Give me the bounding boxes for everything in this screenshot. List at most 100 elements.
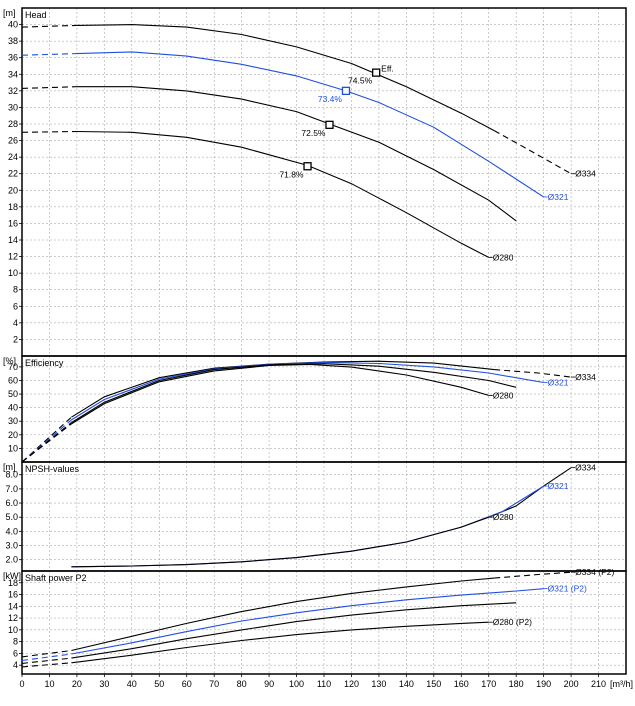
y-tick-label: 10: [8, 268, 18, 278]
series-line-dashed: [21, 653, 72, 662]
y-tick-label: 16: [8, 590, 18, 600]
panel-title: Head: [25, 10, 47, 20]
y-tick-label: 30: [8, 416, 18, 426]
y-axis-unit: [m]: [3, 462, 16, 472]
panel-1: 10 20 30 40 50 60 70[%] Efficiency Ø334 Ø321 Ø280: [3, 355, 627, 463]
x-tick-label: 210: [591, 679, 606, 689]
efficiency-label: Eff.: [381, 64, 394, 74]
efficiency-marker: [372, 68, 381, 77]
efficiency-marker: [303, 162, 312, 171]
y-tick-label: 8.0: [5, 470, 18, 480]
series-label: Ø321 (P2): [548, 584, 587, 594]
x-tick-label: 100: [289, 679, 304, 689]
y-tick-label: 18: [8, 578, 18, 588]
y-tick-label: 18: [8, 202, 18, 212]
series-line: [71, 485, 544, 568]
series-line: [71, 577, 495, 652]
series-line-dashed: [21, 419, 72, 463]
y-tick-label: 2.0: [5, 555, 18, 565]
series-line-dashed: [21, 423, 72, 463]
series-label: Ø334: [575, 169, 596, 179]
y-tick-label: 14: [8, 601, 18, 611]
y-tick-label: 20: [8, 430, 18, 440]
series-line-dashed: [21, 53, 77, 56]
y-tick-label: 6: [13, 648, 18, 658]
y-tick-label: 12: [8, 252, 18, 262]
series-label: Ø280: [493, 512, 514, 522]
x-tick-label: 200: [564, 679, 579, 689]
series-line: [71, 621, 489, 664]
efficiency-marker-label: 71.8%: [279, 169, 304, 179]
series-line-dashed: [21, 86, 77, 89]
series-line: [71, 361, 544, 421]
x-tick-label: 180: [509, 679, 524, 689]
y-tick-label: 12: [8, 613, 18, 623]
y-tick-label: 8: [13, 637, 18, 647]
x-tick-label: 90: [264, 679, 274, 689]
y-tick-label: 50: [8, 389, 18, 399]
efficiency-marker-label: 72.5%: [301, 128, 326, 138]
panel-title: Efficiency: [25, 358, 64, 368]
series-line: [76, 24, 495, 132]
x-tick-label: 20: [72, 679, 82, 689]
y-tick-label: 4: [13, 660, 18, 670]
efficiency-marker-label: 74.5%: [348, 76, 373, 86]
series-line: [71, 360, 495, 418]
y-tick-label: 22: [8, 169, 18, 179]
x-tick-label: 50: [154, 679, 164, 689]
series-line: [488, 467, 572, 518]
x-tick-label: 70: [209, 679, 219, 689]
x-tick-label: 120: [344, 679, 359, 689]
series-line-dashed: [21, 649, 72, 658]
series-label: Ø334: [575, 463, 596, 473]
series-label: Ø280 (P2): [493, 617, 532, 627]
y-tick-label: 40: [8, 20, 18, 30]
y-tick-label: 20: [8, 185, 18, 195]
x-tick-label: 150: [426, 679, 441, 689]
x-tick-label: 170: [481, 679, 496, 689]
y-tick-label: 36: [8, 53, 18, 63]
efficiency-marker-label: 73.4%: [318, 94, 343, 104]
series-line: [76, 86, 517, 222]
y-tick-label: 4.0: [5, 526, 18, 536]
y-axis-unit: [kW]: [3, 571, 21, 581]
series-line-dashed: [21, 130, 77, 133]
series-label: Ø321: [548, 481, 569, 491]
series-label: Ø321: [548, 192, 569, 202]
series-line: [76, 51, 544, 198]
y-tick-label: 24: [8, 152, 18, 162]
y-tick-label: 28: [8, 119, 18, 129]
series-label: Ø334: [575, 372, 596, 382]
series-line: [71, 363, 489, 425]
y-axis-unit: [%]: [3, 356, 16, 366]
series-line-dashed: [21, 416, 72, 463]
panel-title: NPSH-values: [25, 464, 80, 474]
x-tick-label: 190: [536, 679, 551, 689]
y-tick-label: 34: [8, 69, 18, 79]
series-label: Ø280: [493, 252, 514, 262]
series-label: Ø321: [548, 378, 569, 388]
x-tick-label: 130: [371, 679, 386, 689]
panel-title: Shaft power P2: [25, 573, 87, 583]
x-tick-label: 80: [237, 679, 247, 689]
x-tick-label: 40: [127, 679, 137, 689]
y-tick-label: 30: [8, 102, 18, 112]
y-tick-label: 16: [8, 218, 18, 228]
efficiency-marker: [341, 86, 351, 96]
series-label: Ø334 (P2): [575, 567, 614, 577]
y-tick-label: 26: [8, 136, 18, 146]
series-line-dashed: [21, 662, 72, 668]
series-line: [71, 516, 489, 568]
series-line: [71, 602, 517, 659]
y-tick-label: 70: [8, 362, 18, 372]
y-axis-unit: [m]: [3, 8, 16, 18]
series-line-dashed: [21, 657, 72, 664]
x-tick-label: 110: [317, 679, 331, 689]
y-tick-label: 40: [8, 403, 18, 413]
y-tick-label: 3.0: [5, 541, 18, 551]
x-axis-unit: [m³/h]: [610, 679, 633, 689]
